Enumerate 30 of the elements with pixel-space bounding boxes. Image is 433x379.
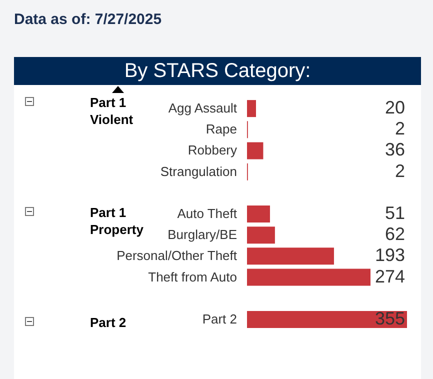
data-label: 2 (394, 118, 405, 139)
data-label: 36 (384, 140, 405, 160)
data-label: 355 (374, 308, 405, 328)
bar (247, 310, 407, 328)
bar (247, 226, 275, 244)
text: Data as of: 7/27/2025 (14, 11, 162, 28)
bar (247, 248, 334, 265)
bar (247, 100, 256, 118)
y-tick-label: Strangulation (160, 164, 237, 179)
text: Part 2 (90, 314, 128, 331)
y-tick-label: Burglary/BE (168, 227, 238, 242)
data-label: 62 (384, 224, 405, 244)
data-label: 274 (374, 266, 405, 286)
data-label: 20 (384, 98, 405, 118)
y-tick-label: Agg Assault (168, 100, 238, 116)
text: Part 1 Property (90, 204, 144, 238)
data-label: 193 (374, 245, 405, 266)
bar (247, 142, 264, 160)
y-tick-label: Rape (206, 122, 237, 137)
bar (247, 206, 270, 222)
y-tick-label: Robbery (188, 142, 238, 158)
bar (247, 268, 370, 286)
data-label: 2 (394, 160, 405, 181)
y-tick-label: Theft from Auto (148, 269, 237, 284)
y-tick-label: Part 2 (202, 311, 237, 326)
chart-title: By STARS Category: (14, 57, 421, 85)
text: Part 1 Violent (90, 94, 134, 128)
y-tick-label: Auto Theft (177, 206, 238, 221)
data-label: 51 (384, 203, 405, 223)
y-tick-label: Personal/Other Theft (116, 248, 238, 264)
